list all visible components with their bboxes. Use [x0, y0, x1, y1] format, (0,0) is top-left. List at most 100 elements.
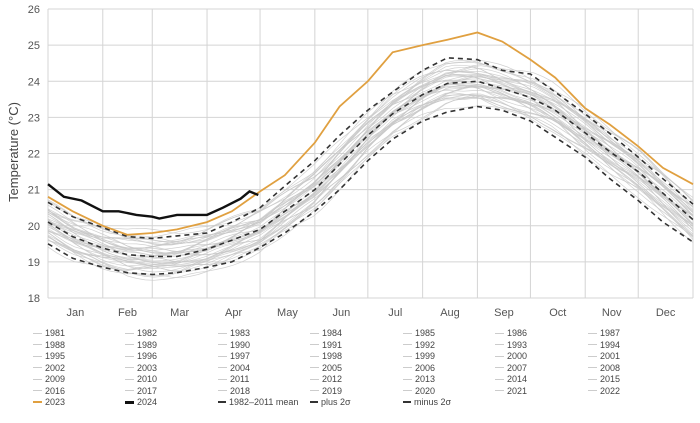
legend-swatch: [495, 367, 504, 368]
y-tick-label: 23: [28, 112, 40, 124]
legend-item-1986[interactable]: 1986: [495, 328, 527, 338]
legend-label: 2006: [415, 362, 436, 373]
legend-item-2008[interactable]: 2008: [588, 363, 620, 373]
legend-item-2002[interactable]: 2002: [33, 363, 65, 373]
year-lines: [47, 60, 694, 281]
legend-item-1995[interactable]: 1995: [33, 351, 65, 361]
legend-label: 1999: [415, 351, 436, 361]
legend-swatch: [588, 367, 597, 368]
line-1987: [47, 85, 694, 269]
legend-item-1989[interactable]: 1989: [125, 340, 157, 350]
legend-item-1984[interactable]: 1984: [310, 328, 342, 338]
legend-swatch: [125, 400, 134, 404]
legend-item-2017[interactable]: 2017: [125, 386, 157, 396]
y-tick-label: 18: [28, 293, 40, 305]
legend-item-1982-2011-mean[interactable]: 1982–2011 mean: [218, 397, 298, 407]
y-tick-label: 22: [28, 149, 40, 161]
legend-item-1982[interactable]: 1982: [125, 328, 157, 338]
legend-swatch: [310, 401, 318, 403]
legend-item-1983[interactable]: 1983: [218, 328, 250, 338]
y-tick-label: 24: [28, 76, 40, 88]
legend-item-2022[interactable]: 2022: [588, 386, 620, 396]
legend-swatch: [218, 355, 227, 357]
legend-item-1990[interactable]: 1990: [218, 340, 250, 350]
legend-item-2024[interactable]: 2024: [125, 397, 157, 407]
line-1990: [47, 84, 694, 273]
legend-item-1998[interactable]: 1998: [310, 351, 342, 361]
legend-item-1994[interactable]: 1994: [588, 340, 620, 350]
legend-item-1991[interactable]: 1991: [310, 340, 342, 350]
legend-label: 2019: [322, 385, 343, 396]
axis-ticks: 18 19 20 21 22 23 24 25 26 Jan Feb Mar Apr May Jun Jul A…: [28, 4, 676, 319]
chart-plot: 18 19 20 21 22 23 24 25 26 Jan Feb Mar Apr May Jun Jul A…: [6, 4, 694, 319]
line-2020: [47, 60, 694, 246]
line-1993: [47, 86, 694, 273]
legend-item-2020[interactable]: 2020: [403, 386, 435, 396]
legend-item-1987[interactable]: 1987: [588, 328, 620, 338]
legend-label: 2009: [45, 374, 66, 384]
line-2015: [47, 69, 694, 255]
legend-item-minus-2-[interactable]: minus 2σ: [403, 397, 451, 407]
legend-item-2010[interactable]: 2010: [125, 374, 157, 384]
legend-label: 1996: [137, 351, 158, 361]
legend-label: 1982–2011 mean: [229, 397, 299, 407]
legend-swatch: [588, 344, 597, 345]
legend-swatch: [403, 378, 412, 380]
legend-swatch: [218, 390, 227, 391]
legend-item-2009[interactable]: 2009: [33, 374, 65, 384]
legend-label: 2012: [322, 374, 343, 384]
legend-item-2003[interactable]: 2003: [125, 363, 157, 373]
legend-item-2013[interactable]: 2013: [403, 374, 435, 384]
legend-item-2018[interactable]: 2018: [218, 386, 250, 396]
legend-item-2012[interactable]: 2012: [310, 374, 342, 384]
x-tick-label: Oct: [549, 307, 566, 319]
legend-item-2021[interactable]: 2021: [495, 386, 527, 396]
line-2002: [47, 84, 694, 262]
line-2010: [47, 79, 694, 256]
legend-label: 1984: [322, 328, 343, 338]
legend-item-1988[interactable]: 1988: [33, 340, 65, 350]
line-1995: [47, 82, 694, 263]
legend-label: 1991: [322, 339, 343, 350]
y-tick-label: 19: [28, 257, 40, 269]
legend-item-2011[interactable]: 2011: [218, 374, 249, 384]
x-tick-label: Mar: [170, 307, 189, 319]
legend-item-2001[interactable]: 2001: [588, 351, 620, 361]
x-tick-label: Jan: [67, 307, 85, 319]
legend-label: 2017: [137, 385, 158, 396]
x-tick-label: Feb: [118, 307, 137, 319]
legend-label: 1986: [507, 328, 528, 338]
legend-item-1996[interactable]: 1996: [125, 351, 157, 361]
legend-swatch: [33, 401, 42, 403]
legend-swatch: [588, 332, 597, 334]
legend-item-1981[interactable]: 1981: [33, 328, 65, 338]
line-plus-2-: [47, 56, 694, 240]
legend-item-2004[interactable]: 2004: [218, 363, 250, 373]
legend-label: 1981: [45, 328, 66, 338]
legend-item-2000[interactable]: 2000: [495, 351, 527, 361]
legend-swatch: [403, 390, 412, 391]
line-2003: [47, 73, 694, 252]
legend-item-1997[interactable]: 1997: [218, 351, 250, 361]
highlight-lines: [47, 31, 694, 276]
legend-item-1985[interactable]: 1985: [403, 328, 435, 338]
legend-item-plus-2-[interactable]: plus 2σ: [310, 397, 351, 407]
legend-item-2015[interactable]: 2015: [588, 374, 620, 384]
legend-item-2019[interactable]: 2019: [310, 386, 342, 396]
legend-item-2005[interactable]: 2005: [310, 363, 342, 373]
line-2000: [47, 85, 694, 255]
legend-item-1993[interactable]: 1993: [495, 340, 527, 350]
legend-item-2014[interactable]: 2014: [495, 374, 527, 384]
legend-label: 1989: [137, 339, 158, 350]
legend-item-1992[interactable]: 1992: [403, 340, 435, 350]
legend-label: 2018: [230, 385, 251, 396]
line-2024: [47, 183, 259, 220]
legend-item-2006[interactable]: 2006: [403, 363, 435, 373]
legend-swatch: [125, 355, 134, 357]
legend-item-1999[interactable]: 1999: [403, 351, 435, 361]
legend-swatch: [310, 355, 319, 357]
legend-item-2007[interactable]: 2007: [495, 363, 527, 373]
legend-item-2016[interactable]: 2016: [33, 386, 65, 396]
legend-label: 2013: [415, 374, 436, 384]
legend-item-2023[interactable]: 2023: [33, 397, 65, 407]
